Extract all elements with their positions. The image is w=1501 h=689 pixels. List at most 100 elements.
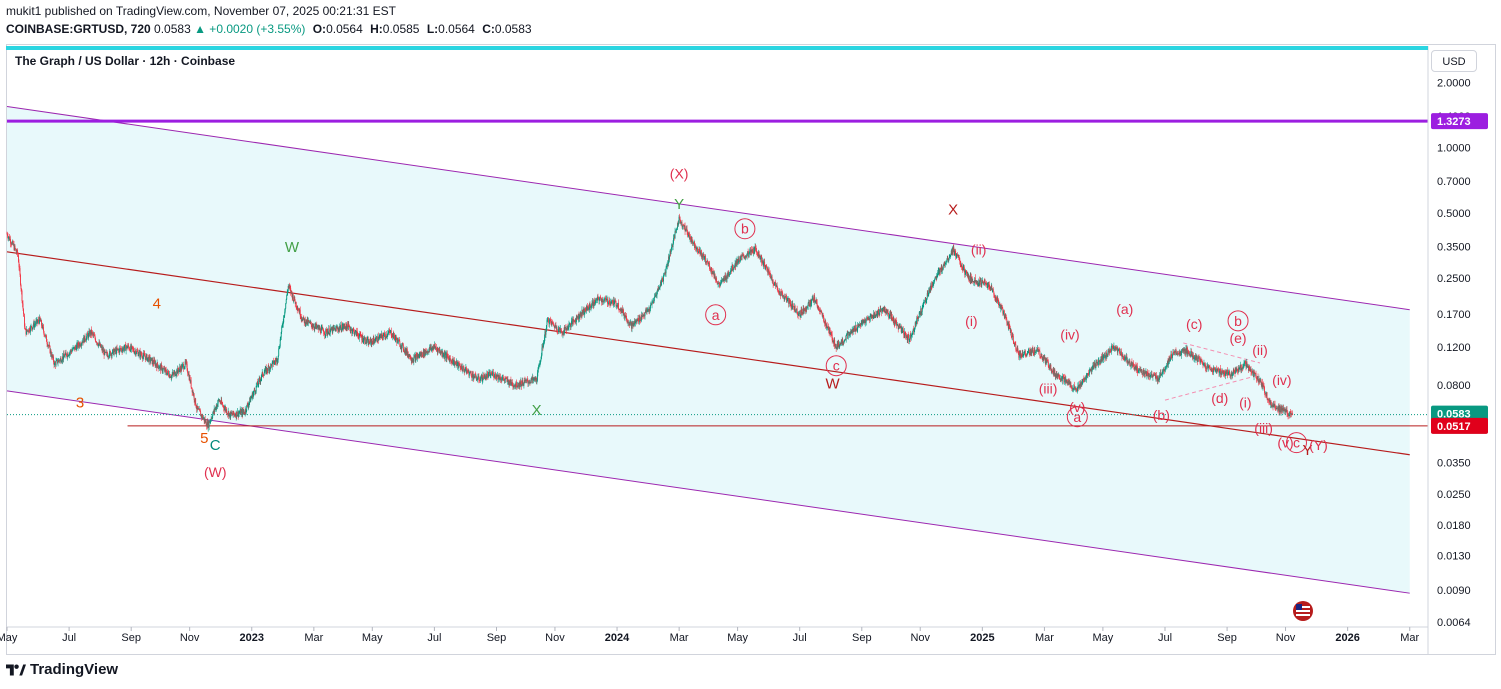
candle (724, 275, 726, 284)
candle (1256, 376, 1258, 382)
candle (366, 339, 368, 347)
candle (695, 243, 697, 252)
candle (1282, 405, 1283, 414)
candle (325, 328, 327, 333)
candle (1062, 376, 1064, 379)
candle (345, 324, 347, 332)
candle (139, 347, 141, 360)
candle (452, 355, 454, 365)
candle (1236, 366, 1237, 373)
candle (351, 328, 353, 337)
candle (185, 359, 187, 365)
candle (357, 332, 359, 340)
candle (1242, 363, 1244, 371)
candle (1231, 370, 1233, 380)
candle (707, 259, 709, 265)
candle (486, 370, 488, 378)
candle (337, 327, 339, 332)
candle (1280, 408, 1281, 413)
candle (916, 314, 918, 319)
candle (437, 346, 439, 355)
candle (680, 221, 682, 226)
candle (847, 330, 849, 340)
candle (1076, 386, 1078, 394)
candle (823, 314, 825, 323)
candle (1237, 369, 1239, 376)
candle (361, 334, 363, 343)
candle (234, 413, 236, 417)
candle (355, 327, 357, 337)
candle (957, 254, 959, 258)
candle (826, 323, 828, 331)
candle (587, 305, 589, 311)
candle (10, 235, 11, 248)
candle (437, 347, 439, 351)
candle (1141, 369, 1143, 375)
candle (582, 309, 583, 317)
candle (658, 286, 660, 290)
candle (745, 255, 747, 258)
currency-button[interactable]: USD (1431, 50, 1477, 72)
candle (264, 366, 266, 375)
candle (1147, 371, 1149, 378)
candle (1130, 361, 1132, 369)
candle (302, 316, 304, 320)
candle (1124, 355, 1126, 361)
candle (1281, 404, 1282, 414)
x-tick-label: Sep (1217, 632, 1237, 644)
candle (171, 374, 173, 382)
candle (1117, 349, 1119, 351)
candle (446, 350, 448, 363)
candle (1210, 368, 1211, 371)
tradingview-logo[interactable]: TradingView (6, 661, 118, 678)
candle (1240, 361, 1241, 371)
candle (388, 327, 390, 334)
candle (332, 324, 334, 331)
candle (64, 353, 65, 358)
symbol[interactable]: COINBASE:GRTUSD, 720 (6, 22, 151, 36)
candle (955, 252, 957, 259)
candle (1212, 368, 1213, 375)
candle (1031, 348, 1033, 356)
candle (419, 352, 421, 359)
candle (862, 318, 864, 323)
candle (1051, 368, 1053, 375)
candle (263, 369, 265, 377)
candle (963, 265, 965, 273)
candle (130, 343, 132, 353)
candle (725, 272, 727, 281)
candle (244, 410, 246, 415)
candle (105, 351, 107, 354)
candle (651, 299, 653, 309)
candle (788, 297, 790, 308)
candle (1257, 376, 1258, 381)
candle (485, 373, 487, 381)
candle (930, 281, 932, 290)
candle (610, 298, 611, 307)
candle (1119, 353, 1121, 356)
candle (996, 295, 998, 304)
candle (1211, 367, 1213, 373)
candle (489, 373, 491, 379)
candle (1056, 373, 1058, 380)
candle (971, 276, 973, 284)
candle (467, 368, 469, 374)
candle (1208, 364, 1209, 372)
candle (1049, 365, 1051, 370)
candle (198, 406, 200, 411)
candle (605, 295, 606, 302)
triangle-upper-line (1183, 342, 1261, 364)
candle (1062, 374, 1064, 380)
candle (747, 248, 749, 255)
candle (722, 278, 724, 282)
candle (1221, 367, 1223, 376)
candle (691, 236, 693, 244)
candle (882, 306, 884, 313)
candle (285, 298, 287, 305)
candle (444, 349, 446, 362)
candle (130, 342, 132, 351)
candle (1098, 357, 1100, 362)
candle (948, 258, 950, 264)
candle (999, 301, 1001, 307)
